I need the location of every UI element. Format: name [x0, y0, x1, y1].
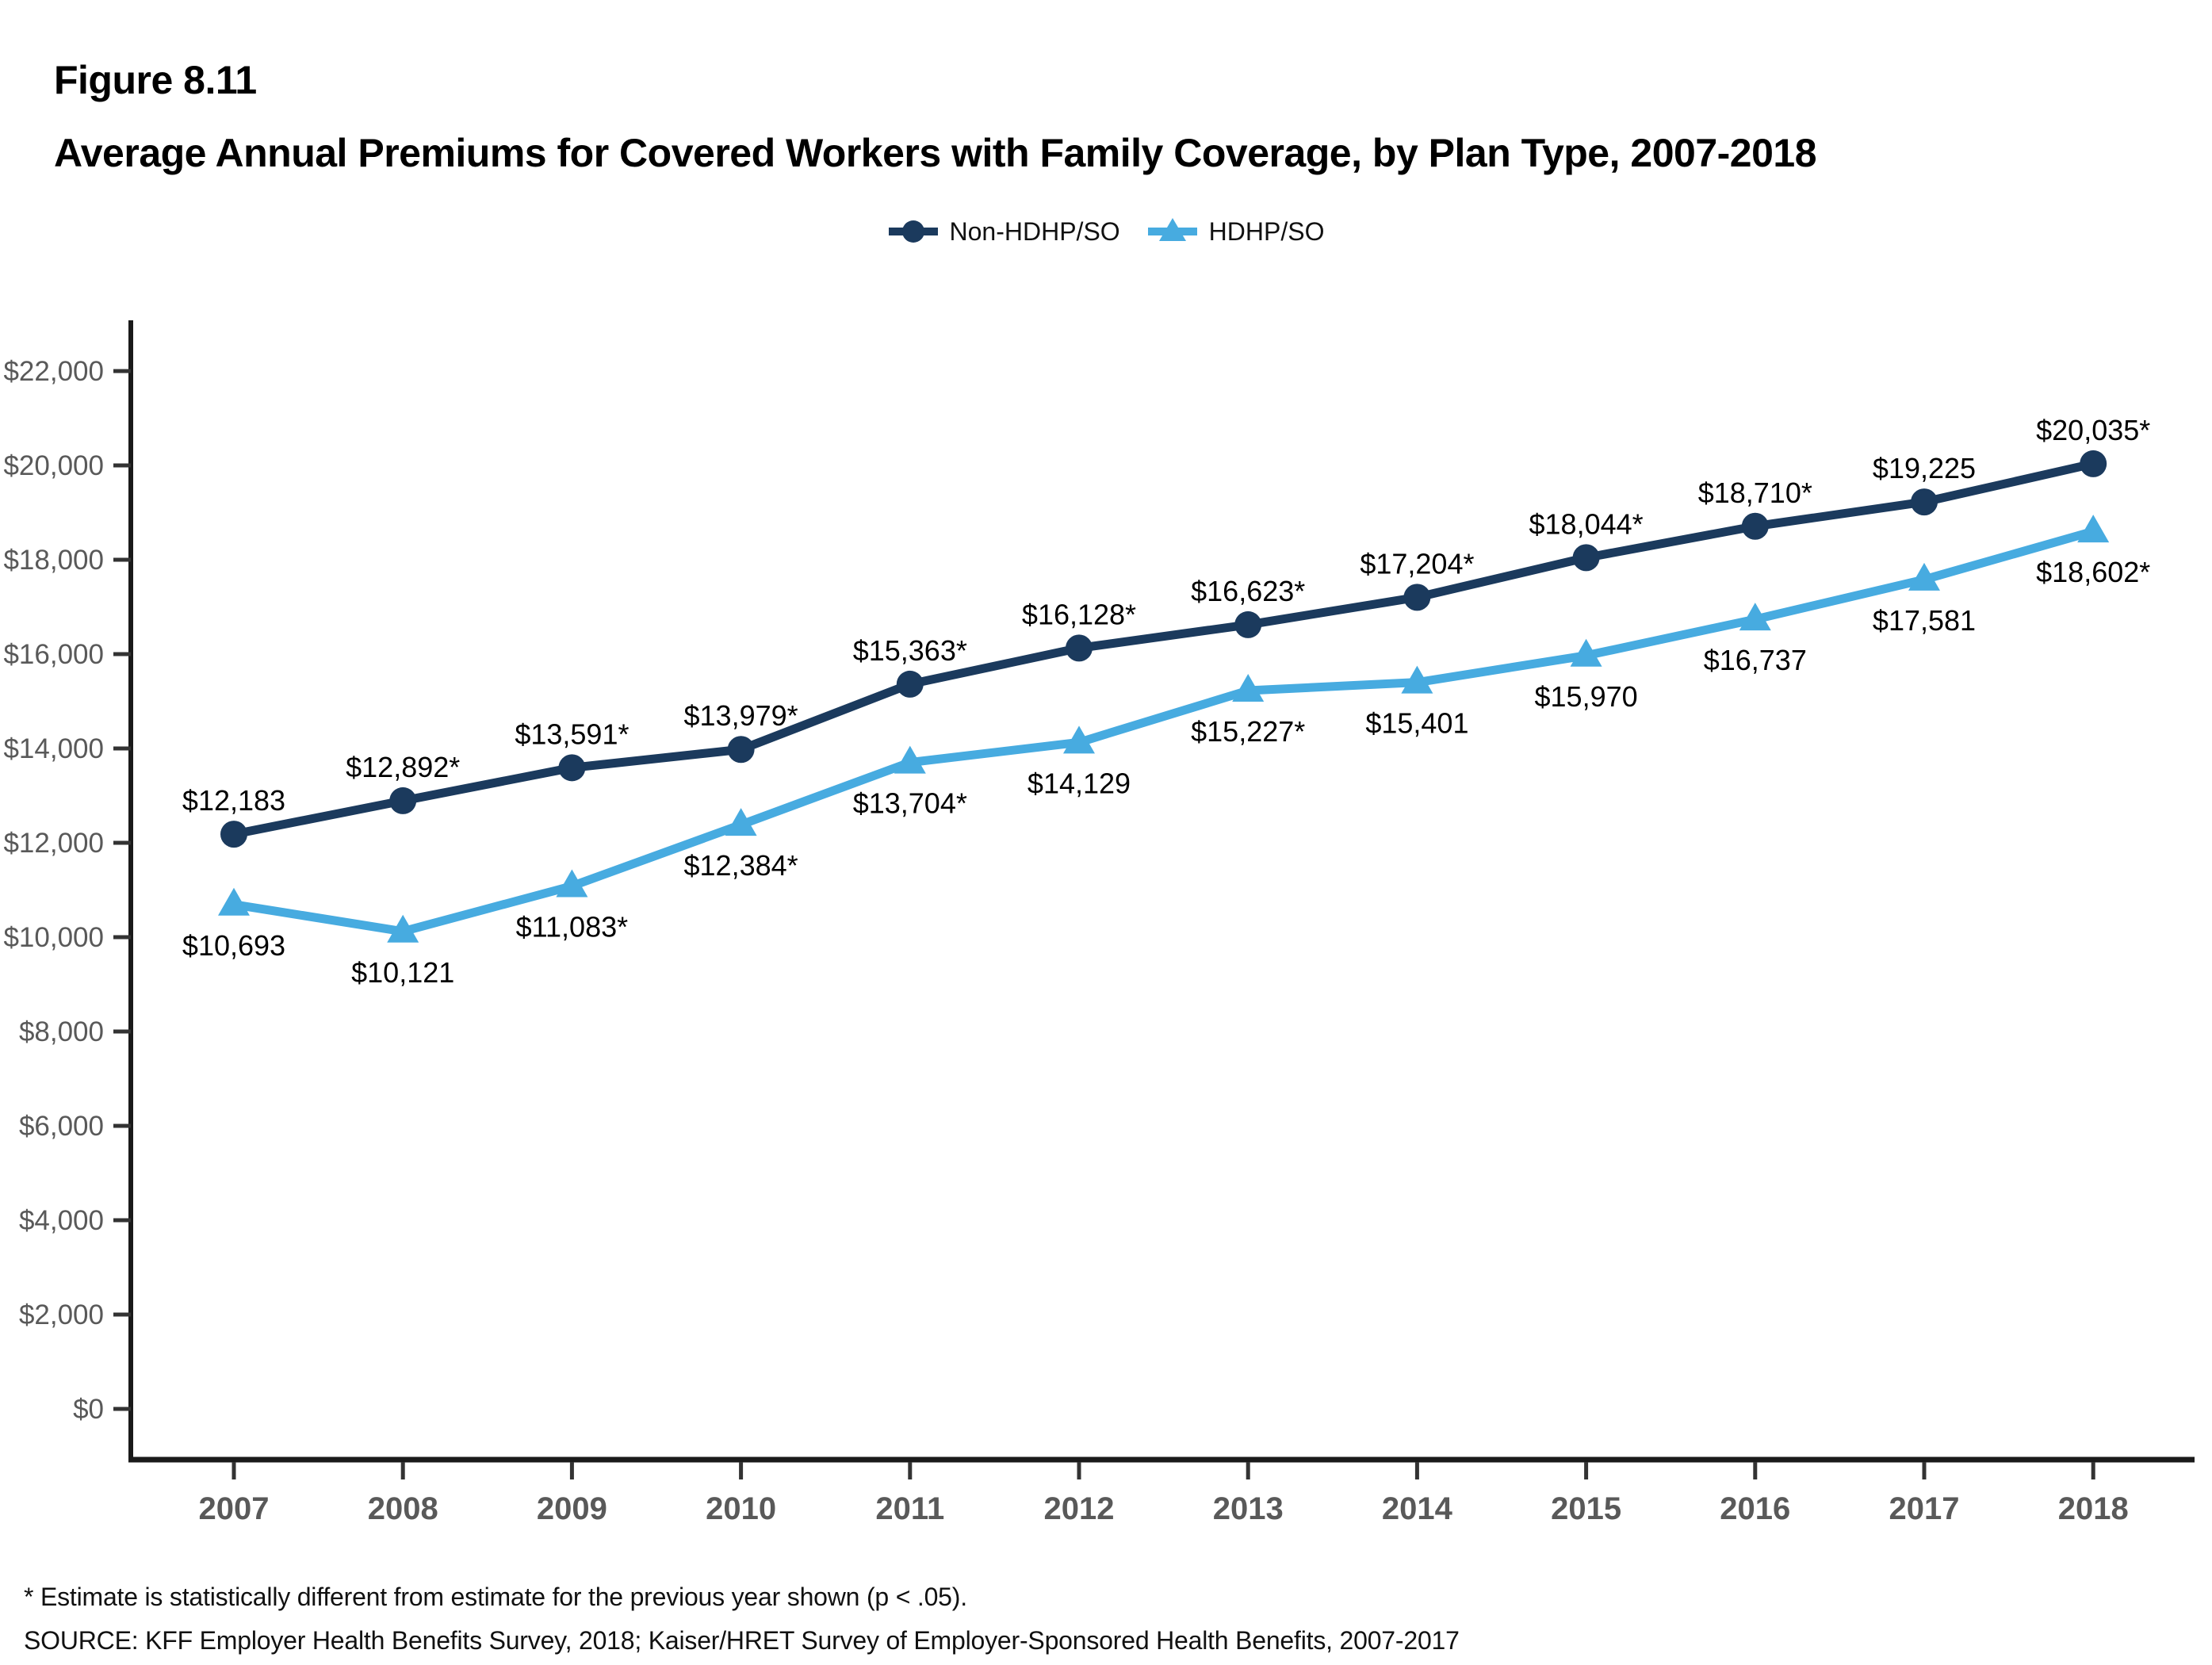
y-axis-tick-label: $12,000 — [3, 828, 104, 859]
data-label: $13,591* — [515, 718, 629, 750]
data-point-marker-circle — [1234, 610, 1262, 638]
data-point-marker-triangle — [894, 745, 926, 774]
y-axis-tick-label: $20,000 — [3, 450, 104, 481]
line-triangle-marker-icon — [1147, 218, 1197, 241]
legend-triangle-marker — [1158, 218, 1186, 241]
y-axis-tick-label: $16,000 — [3, 639, 104, 670]
data-label: $17,204* — [1360, 547, 1474, 580]
data-label: $10,121 — [351, 956, 454, 989]
data-point-marker-circle — [1741, 512, 1769, 540]
legend-label-non-hdhp-so: Non-HDHP/SO — [949, 216, 1120, 246]
data-point-marker-triangle — [1739, 603, 1771, 631]
line-circle-marker-icon — [888, 220, 938, 243]
data-label: $18,602* — [2036, 556, 2150, 588]
y-axis-tick-label: $22,000 — [3, 356, 104, 387]
x-axis-year-label: 2010 — [706, 1491, 776, 1526]
data-point-marker-triangle — [1570, 638, 1602, 667]
figure-number: Figure 8.11 — [54, 58, 257, 102]
x-axis-year-label: 2009 — [537, 1491, 607, 1526]
data-label: $17,581 — [1873, 604, 1976, 637]
x-axis-year-label: 2014 — [1382, 1491, 1453, 1526]
legend-label-hdhp-so: HDHP/SO — [1208, 216, 1325, 246]
data-label: $10,693 — [182, 929, 285, 962]
data-point-marker-triangle — [1232, 673, 1265, 702]
legend-circle-marker — [901, 220, 924, 243]
data-point-marker-triangle — [1063, 725, 1095, 754]
data-label: $12,183 — [182, 784, 285, 817]
y-axis-tick-label: $6,000 — [19, 1111, 104, 1142]
series-line-hdhp-so — [229, 526, 2098, 936]
data-label: $12,384* — [684, 849, 798, 882]
data-label: $18,710* — [1698, 477, 1812, 509]
data-point-marker-triangle — [1908, 562, 1940, 591]
x-axis-year-label: 2017 — [1889, 1491, 1960, 1526]
y-axis-tick-label: $18,000 — [3, 545, 104, 576]
data-point-marker-circle — [1572, 544, 1600, 572]
data-label: $13,704* — [853, 787, 967, 820]
x-axis-year-label: 2008 — [368, 1491, 438, 1526]
footnote-asterisk: * Estimate is statistically different fr… — [24, 1583, 967, 1611]
x-axis-year-label: 2015 — [1551, 1491, 1621, 1526]
data-label: $16,128* — [1022, 598, 1136, 630]
data-point-marker-circle — [558, 754, 586, 782]
data-point-marker-triangle — [1401, 665, 1433, 694]
data-label: $14,129 — [1028, 767, 1131, 799]
data-label: $15,401 — [1365, 707, 1468, 740]
chart-legend: Non-HDHP/SO HDHP/SO — [0, 216, 2212, 247]
y-axis-tick-label: $4,000 — [19, 1205, 104, 1236]
x-axis-year-label: 2018 — [2058, 1491, 2129, 1526]
data-label: $19,225 — [1873, 452, 1976, 484]
data-point-marker-circle — [1911, 488, 1938, 516]
data-point-marker-circle — [220, 821, 247, 848]
y-axis-tick-label: $8,000 — [19, 1016, 104, 1047]
data-point-marker-circle — [727, 736, 755, 764]
y-axis-tick-label: $2,000 — [19, 1299, 104, 1330]
data-label: $13,979* — [684, 699, 798, 732]
data-point-marker-triangle — [387, 914, 419, 943]
data-label: $16,737 — [1704, 644, 1807, 676]
data-point-marker-circle — [1066, 634, 1093, 662]
x-axis-year-label: 2011 — [875, 1491, 944, 1526]
y-axis-tick-label: $0 — [73, 1394, 104, 1425]
data-point-marker-circle — [389, 787, 417, 814]
data-point-marker-triangle — [2077, 515, 2110, 543]
y-axis-tick-label: $14,000 — [3, 733, 104, 764]
data-label: $11,083* — [516, 911, 628, 944]
legend-item-hdhp-so: HDHP/SO — [1147, 216, 1325, 247]
x-axis-year-label: 2013 — [1213, 1491, 1284, 1526]
data-point-marker-circle — [1403, 584, 1431, 611]
data-label: $15,363* — [853, 634, 967, 667]
data-point-marker-triangle — [725, 808, 757, 836]
data-label: $15,970 — [1535, 680, 1638, 713]
data-label: $16,623* — [1191, 575, 1305, 607]
data-point-marker-triangle — [556, 869, 588, 898]
y-axis-tick-label: $10,000 — [3, 922, 104, 953]
data-label: $15,227* — [1191, 715, 1305, 748]
figure-footnotes: * Estimate is statistically different fr… — [24, 1583, 1460, 1655]
data-point-marker-triangle — [218, 887, 250, 916]
data-label: $12,892* — [346, 751, 460, 783]
legend-item-non-hdhp-so: Non-HDHP/SO — [888, 216, 1120, 247]
x-axis-year-label: 2012 — [1044, 1491, 1115, 1526]
figure-header: Figure 8.11 Average Annual Premiums for … — [54, 57, 1817, 176]
figure-title: Average Annual Premiums for Covered Work… — [54, 131, 1817, 175]
footnote-source: SOURCE: KFF Employer Health Benefits Sur… — [24, 1626, 1460, 1655]
data-label: $20,035* — [2036, 414, 2150, 446]
series-line-non-hdhp-so — [229, 459, 2098, 839]
x-axis-year-label: 2016 — [1720, 1491, 1790, 1526]
data-point-marker-circle — [896, 670, 924, 698]
data-point-marker-circle — [2080, 450, 2107, 477]
x-axis-year-label: 2007 — [199, 1491, 270, 1526]
data-label: $18,044* — [1529, 507, 1644, 540]
